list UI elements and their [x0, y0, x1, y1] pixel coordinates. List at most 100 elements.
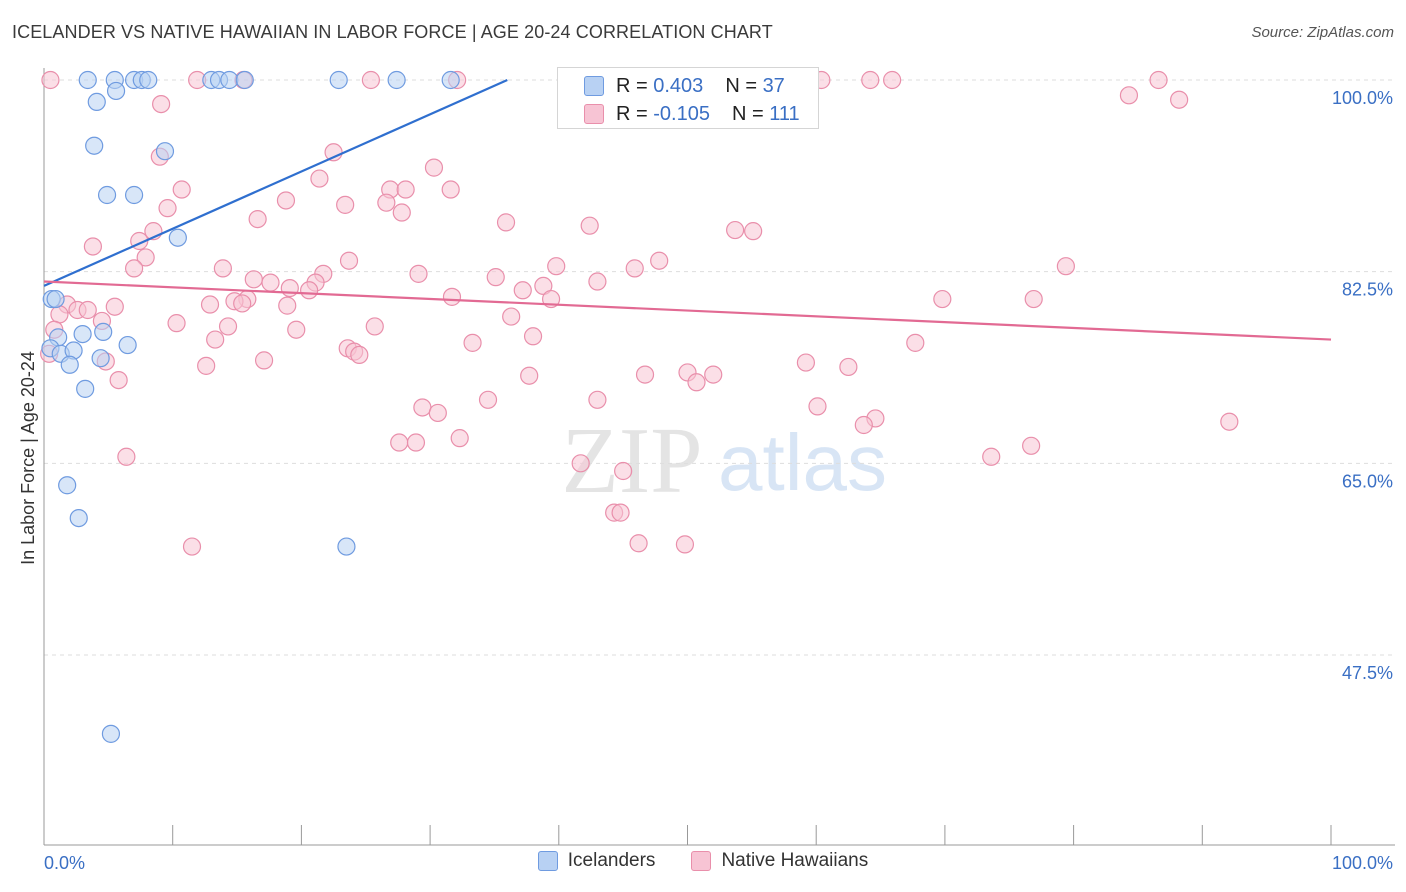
native-hawaiian-point — [276, 191, 296, 210]
native-hawaiian-point — [1170, 90, 1189, 109]
icelander-point — [441, 70, 460, 90]
native-hawaiian-point — [839, 357, 858, 377]
native-hawaiian-point — [625, 259, 644, 278]
native-hawaiian-point — [339, 251, 359, 270]
native-hawaiian-point — [390, 433, 409, 452]
stats-row-icelanders: R = 0.403 N = 37 — [558, 72, 785, 100]
icelander-point — [220, 70, 239, 90]
icelander-point — [118, 335, 137, 355]
native-hawaiian-point — [377, 193, 396, 212]
source-label: Source: ZipAtlas.com — [1251, 24, 1394, 41]
gridlines — [44, 79, 1395, 656]
native-hawaiian-point — [982, 447, 1001, 466]
native-hawaiian-point — [744, 222, 763, 241]
icelander-point — [329, 70, 348, 90]
native-hawaiian-point — [158, 199, 177, 218]
n-label: N = — [725, 74, 757, 97]
native-hawaiian-point — [392, 203, 411, 222]
native-hawaiian-point — [409, 264, 428, 283]
native-hawaiian-point — [520, 366, 539, 385]
icelander-point — [76, 379, 95, 398]
native-hawaiian-point — [280, 278, 299, 298]
native-hawaiian-point — [442, 287, 462, 306]
native-hawaiian-point — [650, 251, 669, 270]
native-hawaiian-point — [350, 345, 369, 365]
native-hawaiians-swatch — [584, 104, 604, 124]
icelander-point — [97, 185, 117, 205]
native-hawaiian-point — [614, 461, 633, 481]
icelander-point — [46, 289, 65, 309]
native-hawaiian-point — [248, 209, 267, 229]
icelander-point — [387, 70, 406, 90]
icelander-point — [139, 70, 158, 90]
native-hawaiian-point — [861, 70, 880, 90]
native-hawaiian-point — [244, 270, 263, 289]
native-hawaiian-point — [496, 213, 516, 232]
y-tick-label: 100.0% — [1332, 88, 1393, 108]
native-hawaiian-point — [136, 248, 155, 267]
series-legend: Icelanders Native Hawaiians — [0, 850, 1406, 872]
y-tick-labels: 47.5% 65.0% 82.5% 100.0% — [1332, 88, 1393, 683]
icelanders-trend-line — [43, 78, 508, 287]
native-hawaiian-point — [611, 503, 630, 522]
native-hawaiian-point — [906, 333, 925, 352]
native-hawaiian-point — [336, 195, 355, 214]
r-label: R = — [616, 74, 648, 97]
legend-item-icelanders: Icelanders — [537, 850, 655, 872]
native-hawaiian-point — [588, 272, 607, 291]
icelander-point — [78, 70, 97, 90]
native-hawaiian-point — [580, 216, 599, 235]
native-hawaiian-point — [1119, 86, 1139, 105]
native-hawaiian-point — [105, 297, 124, 316]
native-hawaiian-point — [406, 433, 426, 452]
native-hawaiian-point — [547, 257, 566, 276]
native-hawaiian-point — [261, 273, 280, 292]
native-hawaiian-point — [486, 268, 505, 287]
native-hawaiian-point — [109, 370, 128, 390]
native-hawaiian-point — [478, 390, 498, 409]
native-hawaiian-point — [396, 180, 415, 199]
native-hawaiian-point — [167, 314, 186, 333]
legend-label-native-hawaiians: Native Hawaiians — [721, 850, 869, 871]
trend-lines — [43, 78, 1332, 341]
native-hawaiian-point — [413, 398, 432, 417]
native-hawaiian-point — [933, 289, 952, 309]
native-hawaiians-trend-line — [43, 280, 1332, 341]
native-hawaiian-point — [172, 180, 191, 199]
native-hawaiian-point — [513, 281, 532, 300]
native-hawaiian-point — [233, 294, 252, 313]
native-hawaiian-point — [883, 70, 902, 90]
native-hawaiian-point — [450, 429, 469, 448]
y-axis-label: In Labor Force | Age 20-24 — [18, 351, 38, 565]
native-hawaiian-point — [687, 373, 706, 392]
native-hawaiian-point — [1149, 70, 1168, 90]
r-value: 0.403 — [653, 74, 704, 97]
native-hawaiian-point — [1056, 257, 1075, 276]
native-hawaiian-point — [441, 180, 460, 199]
icelander-point — [69, 508, 88, 528]
chart-title: ICELANDER VS NATIVE HAWAIIAN IN LABOR FO… — [12, 22, 773, 42]
icelander-point — [91, 349, 110, 368]
icelander-point — [58, 476, 77, 495]
native-hawaiian-point — [200, 295, 220, 314]
n-label: N = — [731, 102, 764, 125]
native-hawaiian-point — [635, 365, 655, 384]
y-tick-label: 82.5% — [1342, 280, 1393, 300]
native-hawaiian-point — [571, 454, 590, 473]
n-value: 111 — [769, 102, 800, 125]
r-label: R = — [616, 102, 648, 125]
native-hawaiian-point — [218, 317, 238, 336]
icelander-point — [60, 355, 79, 374]
icelander-point — [337, 537, 356, 556]
stats-legend: R = 0.403 N = 37 R = -0.105 N = 111 — [557, 67, 819, 129]
native-hawaiian-point — [463, 333, 482, 352]
native-hawaiian-point — [300, 281, 319, 300]
native-hawaiian-point — [287, 320, 306, 339]
native-hawaiian-point — [675, 535, 695, 554]
native-hawaiian-point — [424, 158, 444, 177]
x-tick-labels: 0.0% 100.0% — [44, 853, 1393, 873]
native-hawaiian-point — [152, 94, 171, 114]
native-hawaiian-point — [502, 307, 521, 326]
native-hawaiian-point — [1022, 436, 1041, 455]
